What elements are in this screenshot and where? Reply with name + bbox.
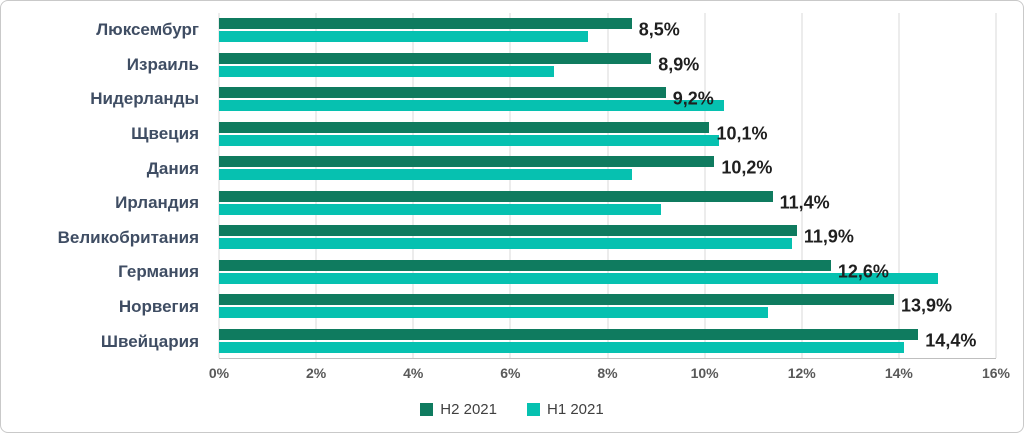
legend-label: H2 2021	[440, 400, 497, 418]
bar-h1-2021	[219, 203, 661, 215]
x-tick-label: 10%	[690, 365, 719, 381]
category-label: Ирландия	[115, 193, 199, 213]
bar-h2-2021	[219, 328, 919, 340]
x-tick-label: 8%	[597, 365, 618, 381]
category-label: Израиль	[126, 54, 199, 74]
bar-pair	[219, 328, 996, 353]
x-tick-label: 0%	[208, 365, 230, 381]
bar-group: 9,2%	[219, 82, 996, 117]
gridline	[412, 13, 414, 358]
gridlines	[218, 13, 997, 358]
category-label: Германия	[118, 262, 199, 282]
x-tick-label: 16%	[981, 365, 1011, 381]
category-labels: Люксембург Израиль Нидерланды Щвеция Дания Ир…	[1, 13, 211, 359]
bar-group: 13,9%	[219, 289, 996, 324]
data-label: 13,9%	[901, 295, 953, 316]
bar-h2-2021	[219, 225, 797, 237]
data-label: 8,5%	[638, 19, 680, 40]
bar-h1-2021	[219, 134, 720, 146]
bar-h1-2021	[219, 65, 555, 77]
bar-h1-2021	[219, 169, 632, 181]
category-label: Норвегия	[118, 297, 199, 317]
bar-group: 8,9%	[219, 48, 996, 83]
gridline	[509, 13, 511, 358]
bar-pair	[219, 18, 996, 43]
bar-group: 10,2%	[219, 151, 996, 186]
bar-pair	[219, 156, 996, 181]
bar-h1-2021	[219, 272, 938, 284]
bar-h2-2021	[219, 294, 895, 306]
data-label: 12,6%	[837, 261, 889, 282]
bar-pair	[219, 190, 996, 215]
bar-pair	[219, 87, 996, 112]
gridline	[218, 13, 220, 358]
category-label: Дания	[146, 158, 199, 178]
data-label: 8,9%	[658, 54, 700, 75]
x-tick-label: 14%	[884, 365, 913, 381]
plot-area: 8,5% 8,9% 9,2% 10,1% 10,2% 11,4% 11,9% 12,6% 13,…	[218, 13, 997, 359]
x-tick-label: 6%	[500, 365, 521, 381]
bar-pair	[219, 121, 996, 146]
x-axis: 0% 2% 4% 6% 8% 10% 12% 14% 16%	[209, 365, 1010, 385]
gridline	[607, 13, 608, 358]
bar-group: 14,4%	[219, 324, 996, 359]
bar-h2-2021	[219, 87, 666, 99]
bar-group: 8,5%	[219, 13, 996, 48]
data-label: 9,2%	[672, 88, 714, 109]
bar-h1-2021	[219, 238, 793, 250]
legend-label: H1 2021	[547, 400, 604, 418]
category-label: Великобритания	[57, 227, 199, 247]
bar-h1-2021	[219, 341, 904, 353]
bar-h2-2021	[219, 259, 831, 271]
data-label: 10,2%	[721, 157, 773, 178]
bar-h2-2021	[219, 156, 715, 168]
category-label: Швейцария	[100, 331, 199, 351]
bar-group: 11,4%	[219, 186, 996, 221]
legend-swatch	[527, 402, 540, 416]
bar-pair	[219, 52, 996, 77]
category-label: Люксембург	[96, 20, 199, 40]
bar-group: 10,1%	[219, 117, 996, 152]
bar-h2-2021	[219, 121, 710, 133]
data-label: 11,4%	[779, 192, 830, 213]
gridline	[898, 13, 900, 358]
gridline	[995, 13, 997, 358]
x-tick-label: 2%	[306, 365, 327, 381]
legend: H2 2021 H1 2021	[1, 397, 1023, 421]
x-tick-label: 12%	[787, 365, 816, 381]
data-label: 11,9%	[803, 226, 854, 247]
x-tick-label: 4%	[403, 365, 424, 381]
data-label: 10,1%	[716, 123, 768, 144]
bar-h1-2021	[219, 31, 589, 43]
bar-group: 12,6%	[219, 255, 996, 290]
gridline	[315, 13, 317, 358]
legend-item: H1 2021	[527, 401, 604, 418]
gridline	[704, 13, 706, 358]
rows: 8,5% 8,9% 9,2% 10,1% 10,2% 11,4% 11,9% 12,6% 13,…	[219, 13, 996, 358]
bar-pair	[219, 294, 996, 319]
bar-group: 11,9%	[219, 220, 996, 255]
bar-pair	[219, 259, 996, 284]
bar-h2-2021	[219, 52, 652, 64]
bar-h1-2021	[219, 100, 725, 112]
category-label: Нидерланды	[90, 89, 199, 109]
legend-item: H2 2021	[420, 401, 497, 418]
bar-pair	[219, 225, 996, 250]
legend-swatch	[420, 402, 434, 416]
category-label: Щвеция	[131, 124, 199, 144]
data-label: 14,4%	[925, 330, 977, 351]
gridline	[801, 13, 803, 358]
bar-h1-2021	[219, 307, 768, 319]
bar-h2-2021	[219, 190, 773, 202]
bar-h2-2021	[219, 18, 632, 30]
